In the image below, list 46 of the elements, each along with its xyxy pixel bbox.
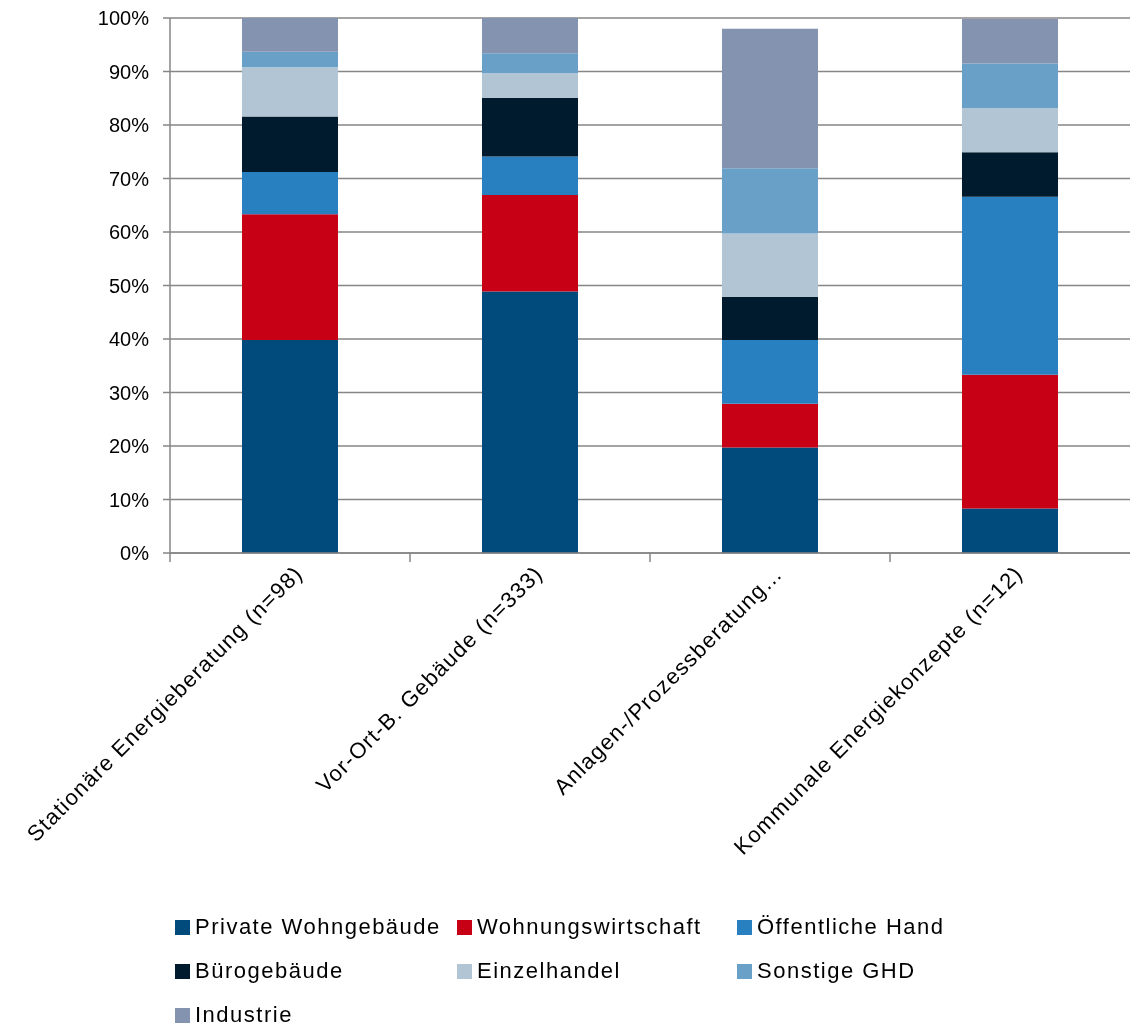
legend-label: Öffentliche Hand [757, 914, 945, 940]
bar [242, 116, 338, 173]
legend-label: Einzelhandel [477, 958, 621, 984]
bar [482, 195, 578, 292]
bar [722, 296, 818, 341]
bar [242, 340, 338, 553]
bar [482, 18, 578, 54]
legend-label: Private Wohngebäude [195, 914, 441, 940]
legend-label: Bürogebäude [195, 958, 344, 984]
y-tick-label: 60% [108, 221, 150, 244]
y-tick-label: 30% [108, 381, 150, 404]
bar [962, 196, 1058, 375]
bar [962, 107, 1058, 153]
bar [962, 374, 1058, 509]
legend-label: Industrie [195, 1002, 293, 1026]
bar [242, 172, 338, 215]
bar [962, 19, 1058, 64]
bar [962, 63, 1058, 108]
bar [962, 152, 1058, 197]
legend-label: Sonstige GHD [757, 958, 916, 984]
bar [722, 403, 818, 448]
bar [482, 73, 578, 98]
bar [722, 28, 818, 169]
bar [482, 291, 578, 553]
bar [722, 447, 818, 553]
bar [242, 214, 338, 341]
bar [722, 233, 818, 297]
y-tick-label: 50% [108, 274, 150, 297]
bar [242, 67, 338, 117]
bar [722, 168, 818, 234]
bar [962, 508, 1058, 553]
y-tick-label: 10% [108, 488, 150, 511]
legend-label: Wohnungswirtschaft [477, 914, 702, 940]
y-tick-label: 70% [108, 167, 150, 190]
bar [482, 97, 578, 157]
y-tick-label: 80% [108, 114, 150, 137]
y-tick-label: 40% [108, 328, 150, 351]
bar [482, 156, 578, 196]
y-tick-label: 100% [97, 7, 150, 30]
y-tick-label: 20% [108, 435, 150, 458]
bar [242, 51, 338, 68]
bar [242, 18, 338, 52]
y-tick-label: 90% [108, 60, 150, 83]
bar [722, 340, 818, 404]
y-tick-label: 0% [120, 542, 150, 565]
bar [482, 53, 578, 74]
